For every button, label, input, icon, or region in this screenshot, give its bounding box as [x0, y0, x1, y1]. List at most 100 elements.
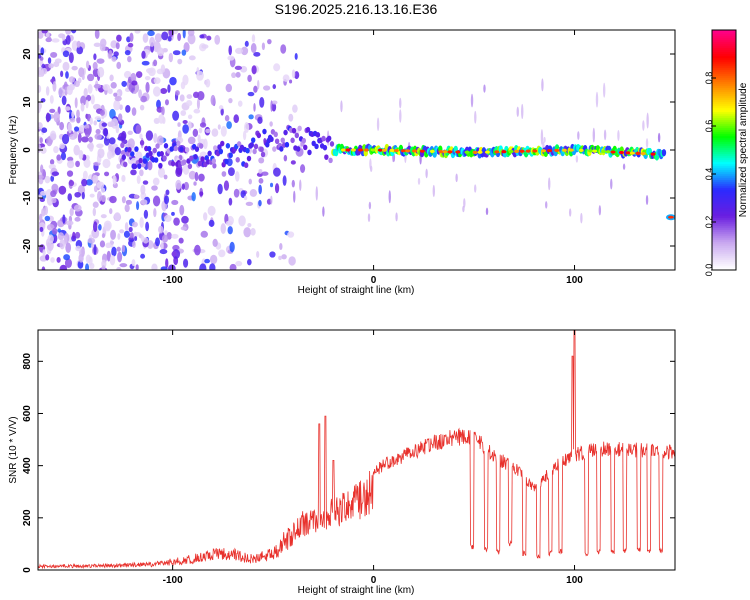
noise-blob	[97, 190, 102, 202]
colorbar-cell	[712, 254, 736, 257]
noise-blob	[294, 71, 300, 80]
noise-blob	[85, 179, 93, 186]
noise-blob	[87, 73, 95, 82]
noise-blob	[96, 181, 105, 189]
noise-blob	[180, 226, 187, 231]
ridge-blob	[139, 140, 145, 146]
noise-blob	[183, 42, 190, 53]
noise-blob	[65, 30, 72, 35]
colorbar-cell	[712, 108, 736, 111]
streak	[602, 82, 606, 98]
noise-blob	[124, 204, 130, 213]
noise-blob	[75, 160, 80, 168]
noise-blob	[81, 136, 89, 143]
streak	[388, 190, 391, 204]
noise-blob	[209, 254, 218, 265]
noise-blob	[92, 103, 101, 110]
noise-blob	[201, 44, 209, 49]
colorbar-cell	[712, 208, 736, 211]
noise-blob	[223, 180, 230, 191]
noise-blob	[92, 61, 98, 70]
noise-blob	[258, 157, 265, 164]
noise-blob	[41, 266, 46, 270]
colorbar-cell	[712, 66, 736, 69]
ridge-blob	[137, 163, 142, 169]
noise-blob	[153, 208, 157, 218]
colorbar-cell	[712, 128, 736, 131]
colorbar-tick-label: 0.6	[704, 120, 714, 133]
ridge-blob	[132, 163, 138, 170]
colorbar-cell	[712, 222, 736, 225]
colorbar-cell	[712, 114, 736, 117]
noise-blob	[140, 184, 146, 195]
noise-blob	[38, 85, 42, 93]
noise-blob	[172, 30, 179, 35]
colorbar-cell	[712, 164, 736, 167]
noise-blob	[211, 128, 219, 137]
noise-blob	[85, 99, 89, 109]
noise-blob	[65, 34, 71, 45]
noise-blob	[40, 190, 48, 196]
noise-blob	[40, 164, 44, 175]
noise-blob	[72, 231, 76, 240]
ridge-blob	[283, 129, 288, 136]
noise-blob	[69, 207, 74, 217]
ridge-blob	[272, 146, 277, 152]
noise-blob	[66, 84, 73, 96]
noise-blob	[113, 51, 119, 57]
colorbar-cell	[712, 50, 736, 53]
noise-blob	[49, 159, 55, 165]
ridge-blob	[246, 155, 252, 162]
streak	[545, 201, 548, 209]
ridge-blob	[220, 140, 225, 147]
noise-blob	[181, 49, 187, 56]
noise-blob	[253, 85, 258, 93]
noise-blob	[116, 266, 122, 270]
noise-blob	[100, 214, 107, 219]
noise-blob	[52, 81, 57, 92]
colorbar-tick-label: 0.0	[704, 264, 714, 277]
colorbar-cell	[712, 52, 736, 55]
noise-blob	[172, 110, 180, 121]
noise-blob	[182, 30, 186, 39]
noise-blob	[109, 208, 113, 215]
snr-xlabel: Height of straight line (km)	[298, 585, 415, 596]
colorbar-cell	[712, 56, 736, 59]
noise-blob	[108, 137, 116, 145]
ridge-core	[532, 149, 538, 153]
colorbar-cell	[712, 144, 736, 147]
colorbar-cell	[712, 70, 736, 73]
noise-blob	[209, 263, 216, 270]
noise-blob	[186, 100, 193, 107]
spectrogram-xlabel: Height of straight line (km)	[298, 285, 415, 296]
ridge-blob	[162, 155, 167, 161]
noise-blob	[41, 208, 46, 217]
noise-blob	[158, 114, 165, 124]
noise-blob	[197, 91, 205, 101]
y-tick-label: 10	[22, 96, 33, 108]
noise-blob	[64, 106, 71, 111]
noise-blob	[214, 34, 221, 45]
noise-blob	[212, 238, 218, 247]
noise-blob	[231, 72, 237, 79]
colorbar-cell	[712, 172, 736, 175]
noise-blob	[116, 246, 121, 252]
noise-blob	[71, 40, 79, 52]
streak	[592, 127, 596, 143]
ridge-core	[455, 150, 461, 154]
noise-blob	[247, 91, 255, 97]
noise-blob	[57, 232, 65, 241]
snr-panel: -100 0 100 0 200 400 600 800 Height of straight…	[8, 329, 676, 596]
noise-blob	[203, 138, 208, 150]
ridge-blob	[207, 150, 212, 157]
snr-axes: -100 0 100 0 200 400 600 800	[22, 330, 675, 586]
noise-blob	[81, 73, 85, 81]
noise-blob	[123, 70, 132, 79]
noise-blob	[73, 144, 80, 156]
noise-blob	[206, 35, 212, 41]
ridge-core	[412, 149, 418, 153]
noise-blob	[97, 148, 105, 159]
noise-blob	[113, 92, 118, 97]
ridge-blob	[315, 132, 321, 138]
noise-blob	[78, 149, 84, 160]
